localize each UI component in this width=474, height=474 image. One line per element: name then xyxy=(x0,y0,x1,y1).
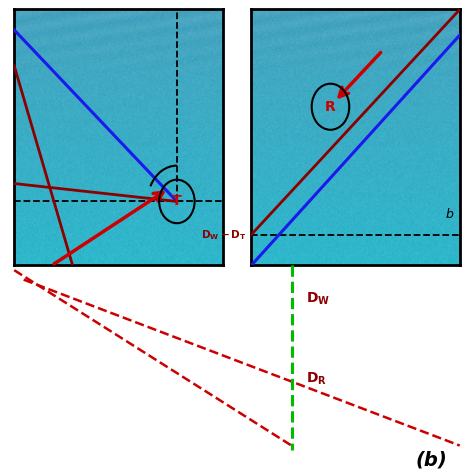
Text: T: T xyxy=(172,194,182,209)
Text: $\mathbf{D_R}$: $\mathbf{D_R}$ xyxy=(306,371,327,387)
Text: (b): (b) xyxy=(416,450,447,469)
Text: b: b xyxy=(445,208,453,221)
Text: $\mathbf{D_W - D_T}$: $\mathbf{D_W - D_T}$ xyxy=(201,228,246,242)
Text: $\mathbf{D_W}$: $\mathbf{D_W}$ xyxy=(306,291,330,307)
Text: R: R xyxy=(325,100,336,114)
